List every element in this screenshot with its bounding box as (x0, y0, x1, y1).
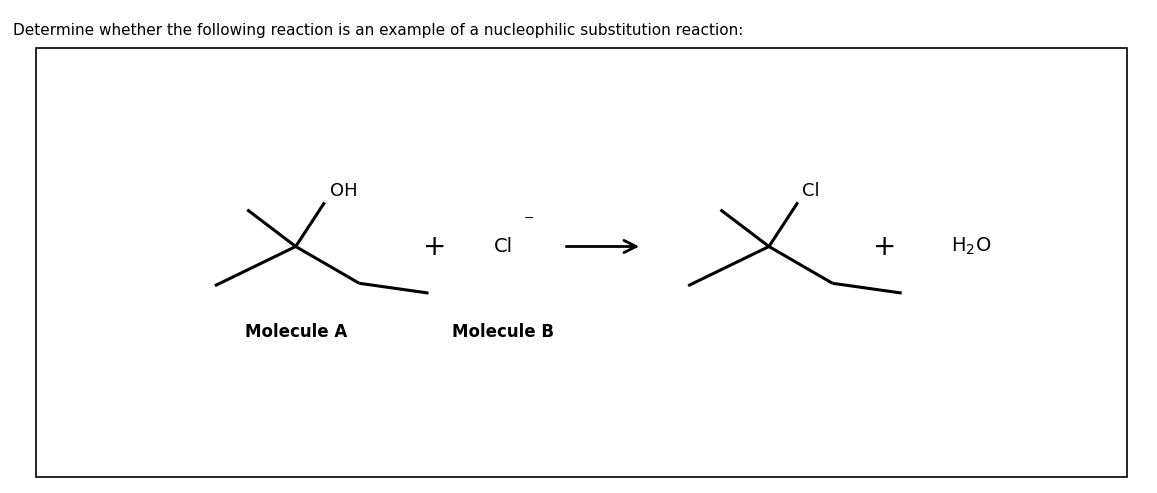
Text: Molecule A: Molecule A (244, 323, 347, 341)
Text: Determine whether the following reaction is an example of a nucleophilic substit: Determine whether the following reaction… (13, 24, 743, 38)
Text: +: + (422, 233, 445, 260)
Text: +: + (872, 233, 896, 260)
Text: −: − (524, 211, 535, 225)
Text: Cl: Cl (494, 237, 513, 256)
Text: OH: OH (331, 182, 358, 200)
Text: Cl: Cl (803, 182, 820, 200)
FancyBboxPatch shape (36, 48, 1127, 477)
Text: Molecule B: Molecule B (452, 323, 554, 341)
Text: H$_2$O: H$_2$O (951, 236, 992, 257)
